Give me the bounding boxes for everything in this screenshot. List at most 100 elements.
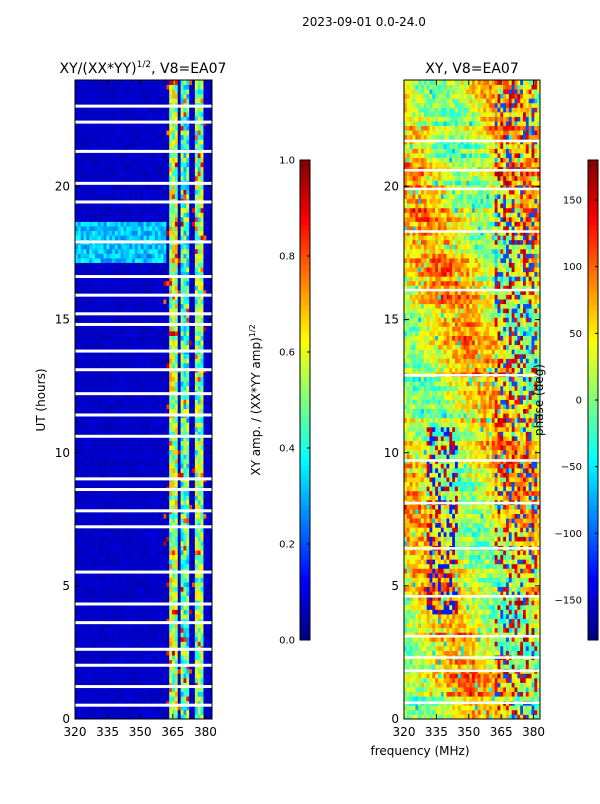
heatmap-cell <box>132 308 136 314</box>
heatmap-cell <box>183 677 187 683</box>
heatmap-cell <box>154 248 159 254</box>
heatmap-cell <box>80 714 84 720</box>
heatmap-cell <box>146 353 150 359</box>
heatmap-cell <box>86 650 90 656</box>
heatmap-cell <box>120 262 124 268</box>
heatmap-cell <box>83 408 87 414</box>
heatmap-cell <box>83 244 87 250</box>
heatmap-cell <box>143 481 147 487</box>
heatmap-cell <box>192 623 196 629</box>
heatmap-cell <box>103 550 107 556</box>
heatmap-cell <box>137 527 142 533</box>
heatmap-cell <box>80 490 84 496</box>
heatmap-cell <box>149 248 153 254</box>
heatmap-cell <box>97 472 102 478</box>
heatmap-cell <box>94 253 99 259</box>
heatmap-cell <box>183 490 187 496</box>
heatmap-cell <box>100 618 104 624</box>
heatmap-cell <box>97 308 102 314</box>
heatmap-cell <box>186 317 190 323</box>
heatmap-cell <box>180 436 184 441</box>
heatmap-cell <box>180 340 184 346</box>
heatmap-cell <box>146 595 150 601</box>
heatmap-cell <box>206 691 210 697</box>
heatmap-cell <box>132 340 136 346</box>
heatmap-cell <box>200 445 204 451</box>
heatmap-cell <box>192 481 196 487</box>
heatmap-cell <box>109 572 113 578</box>
heatmap-cell <box>132 426 136 432</box>
heatmap-cell <box>109 582 113 588</box>
heatmap-cell <box>180 636 184 642</box>
heatmap-cell <box>154 673 159 679</box>
heatmap-cell <box>112 436 116 441</box>
heatmap-cell <box>86 431 90 437</box>
heatmap-cell <box>203 294 207 300</box>
heatmap-cell <box>92 417 96 423</box>
heatmap-cell <box>183 696 187 702</box>
heatmap-cell <box>86 362 90 368</box>
heatmap-cell <box>83 399 87 405</box>
heatmap-cell <box>80 650 84 656</box>
heatmap-cell <box>209 641 213 647</box>
heatmap-cell <box>100 591 104 597</box>
heatmap-cell <box>203 595 207 601</box>
heatmap-cell <box>149 303 153 309</box>
heatmap-cell <box>134 326 139 332</box>
heatmap-cell <box>183 582 187 588</box>
heatmap-cell <box>137 436 142 441</box>
heatmap-cell <box>206 700 210 706</box>
heatmap-cell <box>192 454 196 460</box>
heatmap-cell <box>189 518 193 524</box>
heatmap-cell <box>86 655 90 661</box>
heatmap-cell <box>209 650 213 656</box>
heatmap-cell <box>197 614 201 619</box>
heatmap-cell <box>194 659 199 665</box>
heatmap-cell <box>126 604 130 610</box>
heatmap-cell <box>166 289 170 295</box>
heatmap-cell <box>166 522 170 528</box>
heatmap-cell <box>134 536 139 542</box>
heatmap-cell <box>183 700 187 706</box>
heatmap-cell <box>157 340 162 346</box>
heatmap-cell <box>143 632 147 638</box>
heatmap-cell <box>206 436 210 441</box>
heatmap-cell <box>83 586 87 592</box>
heatmap-cell <box>152 618 156 624</box>
heatmap-cell <box>143 595 147 601</box>
heatmap-cell <box>126 696 130 702</box>
heatmap-cell <box>86 531 90 537</box>
heatmap-cell <box>112 709 116 715</box>
heatmap-cell <box>92 709 96 715</box>
heatmap-cell <box>140 531 144 537</box>
heatmap-cell <box>129 436 133 441</box>
heatmap-cell <box>189 563 193 569</box>
heatmap-cell <box>160 303 164 309</box>
heatmap-cell <box>89 454 93 460</box>
heatmap-cell <box>103 659 107 665</box>
heatmap-cell <box>75 394 79 400</box>
heatmap-cell <box>109 714 113 720</box>
heatmap-cell <box>120 467 124 473</box>
heatmap-cell <box>180 586 184 592</box>
heatmap-cell <box>100 682 104 688</box>
heatmap-cell <box>166 271 170 277</box>
heatmap-cell <box>206 358 210 364</box>
heatmap-cell <box>103 344 107 350</box>
heatmap-cell <box>97 244 102 250</box>
heatmap-cell <box>97 540 102 546</box>
heatmap-cell <box>123 248 127 254</box>
heatmap-cell <box>75 536 79 542</box>
heatmap-cell <box>209 335 213 341</box>
heatmap-cell <box>146 440 150 446</box>
heatmap-cell <box>120 372 124 378</box>
heatmap-cell <box>203 299 207 305</box>
heatmap-cell <box>177 289 181 295</box>
heatmap-cell <box>183 458 187 464</box>
heatmap-cell <box>197 404 201 410</box>
heatmap-cell <box>114 536 119 542</box>
heatmap-cell <box>177 472 181 478</box>
heatmap-cell <box>123 408 127 414</box>
heatmap-cell <box>169 582 173 588</box>
heatmap-cell <box>192 289 196 295</box>
